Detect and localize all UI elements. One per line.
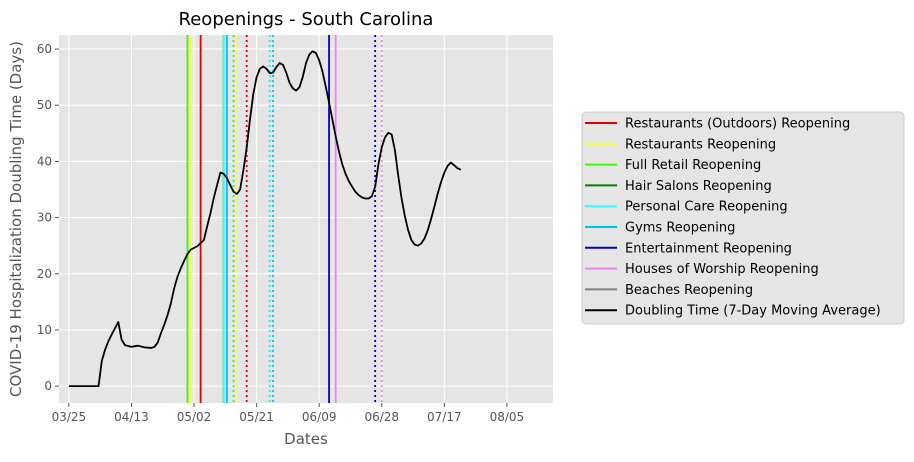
y-tick-label: 20 (37, 267, 52, 281)
y-tick-label: 30 (37, 211, 52, 225)
y-tick-label: 50 (37, 98, 52, 112)
x-tick-label: 07/17 (427, 410, 462, 424)
legend-label: Restaurants Reopening (625, 137, 776, 152)
y-tick-label: 60 (37, 42, 52, 56)
legend-label: Personal Care Reopening (625, 200, 788, 215)
legend-label: Restaurants (Outdoors) Reopening (625, 117, 850, 132)
x-tick-label: 05/02 (177, 410, 212, 424)
x-tick-label: 08/05 (490, 410, 525, 424)
series-line (68, 50, 462, 388)
x-tick-label: 03/25 (52, 410, 87, 424)
legend-label: Entertainment Reopening (625, 241, 792, 256)
legend: Restaurants (Outdoors) Reopening Restaura… (581, 111, 905, 325)
legend-label: Houses of Worship Reopening (625, 262, 819, 277)
x-axis-label: Dates (284, 430, 328, 448)
y-axis-ticks: 0 10 20 30 40 50 60 (37, 42, 59, 393)
legend-label: Doubling Time (7-Day Moving Average) (625, 304, 881, 319)
y-tick-label: 40 (37, 154, 52, 168)
legend-entries: Restaurants (Outdoors) Reopening Restaura… (585, 117, 881, 319)
legend-box (581, 111, 905, 325)
x-tick-label: 04/13 (114, 410, 149, 424)
y-tick-label: 0 (44, 379, 52, 393)
plot-background (59, 35, 553, 403)
legend-label: Gyms Reopening (625, 221, 735, 236)
x-tick-label: 06/09 (302, 410, 337, 424)
legend-label: Beaches Reopening (625, 283, 753, 298)
chart-title: Reopenings - South Carolina (179, 9, 434, 30)
reopening-lines (186, 35, 383, 403)
y-axis-label: COVID-19 Hospitalization Doubling Time (… (7, 41, 25, 397)
series-lines (68, 50, 462, 388)
x-axis-ticks: 03/25 04/13 05/02 05/21 06/09 06/28 07/17 08/05 (52, 403, 525, 424)
x-tick-label: 06/28 (364, 410, 399, 424)
legend-label: Hair Salons Reopening (625, 179, 772, 194)
y-tick-label: 10 (37, 323, 52, 337)
x-tick-label: 05/21 (239, 410, 274, 424)
legend-label: Full Retail Reopening (625, 158, 761, 173)
